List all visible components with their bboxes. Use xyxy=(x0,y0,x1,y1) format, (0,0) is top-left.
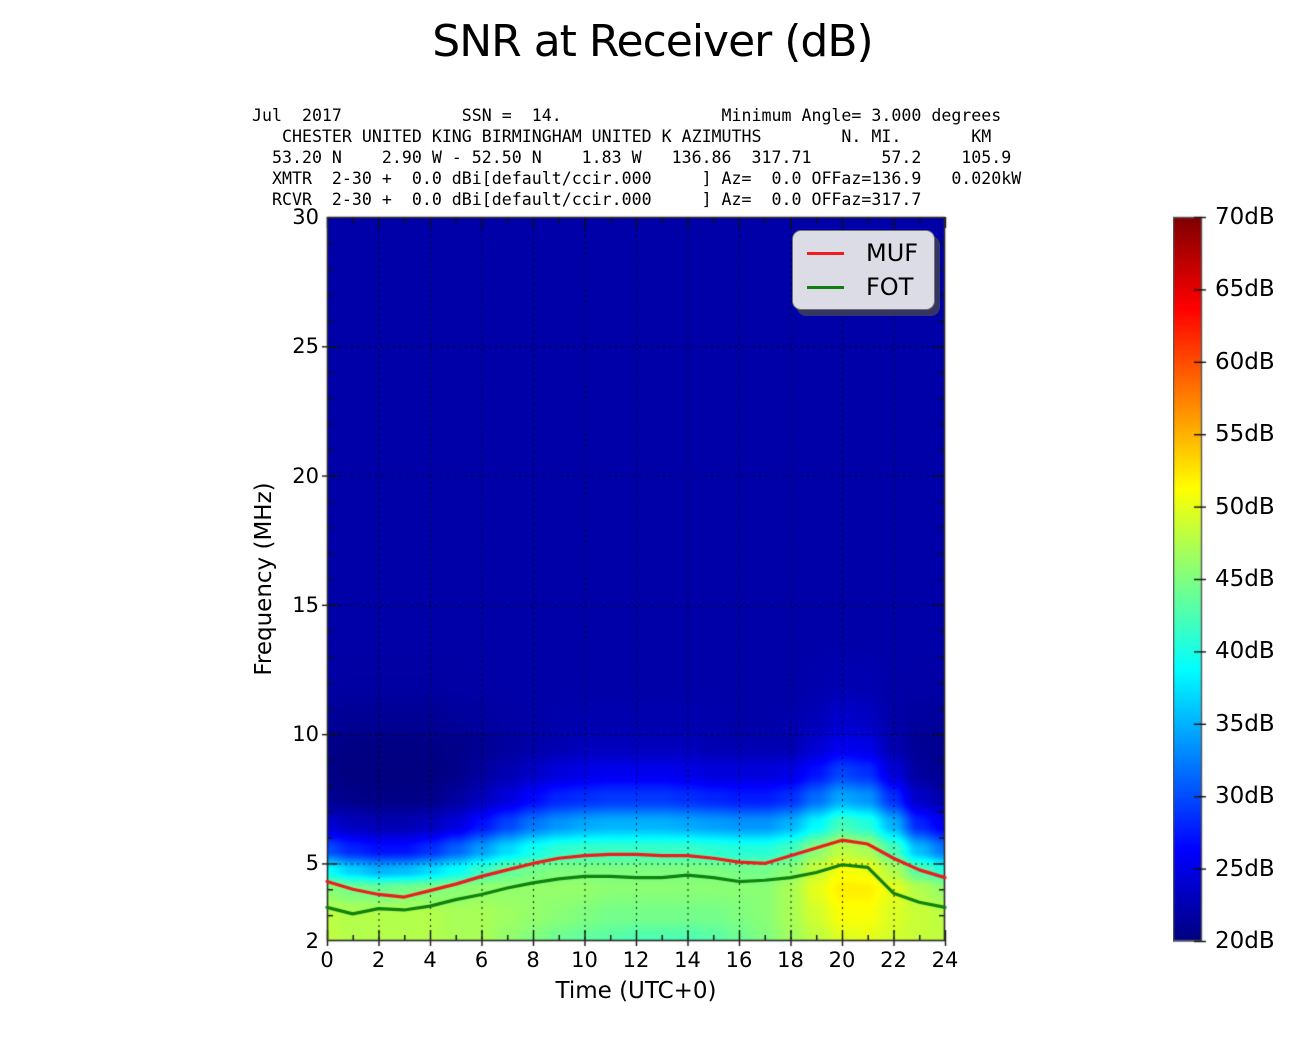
muf-line-sample xyxy=(807,251,844,255)
y-axis-label: Frequency (MHz) xyxy=(251,482,277,676)
x-tick-label: 10 xyxy=(571,948,598,972)
y-tick-label: 20 xyxy=(292,463,319,488)
legend-item-fot: FOT xyxy=(793,273,934,301)
colorbar-tick-label: 50dB xyxy=(1215,493,1275,520)
x-tick-label: 24 xyxy=(931,948,959,972)
snr-heatmap-plot xyxy=(317,207,955,951)
x-tick-label: 0 xyxy=(320,948,334,972)
colorbar-tick-label: 45dB xyxy=(1215,566,1275,592)
colorbar-tick-label: 20dB xyxy=(1215,928,1275,954)
x-tick-label: 20 xyxy=(828,948,856,972)
colorbar xyxy=(1173,207,1219,951)
x-tick-label: 2 xyxy=(371,948,386,972)
colorbar-tick-label: 70dB xyxy=(1215,204,1275,230)
y-tick-label: 10 xyxy=(292,722,319,747)
colorbar-tick-label: 25dB xyxy=(1215,855,1275,882)
fot-line-sample xyxy=(807,285,844,289)
colorbar-tick-label: 30dB xyxy=(1215,783,1275,810)
colorbar-tick-label: 65dB xyxy=(1215,276,1275,303)
colorbar-tick-label: 55dB xyxy=(1215,421,1275,448)
chart-title: SNR at Receiver (dB) xyxy=(432,16,873,67)
legend-item-muf: MUF xyxy=(793,239,934,267)
voacap-run-header: Jul 2017 SSN = 14. Minimum Angle= 3.000 … xyxy=(252,106,1022,209)
y-tick-label: 15 xyxy=(292,592,319,617)
y-tick-label: 5 xyxy=(305,851,319,876)
x-tick-label: 16 xyxy=(725,948,753,972)
fot-label: FOT xyxy=(866,273,914,301)
colorbar-tick-label: 40dB xyxy=(1215,638,1275,665)
x-tick-label: 6 xyxy=(474,948,489,972)
colorbar-tick-label: 60dB xyxy=(1215,348,1275,375)
y-tick-label: 30 xyxy=(292,205,319,229)
x-tick-label: 8 xyxy=(526,948,540,972)
x-tick-label: 22 xyxy=(880,948,907,972)
y-tick-label: 2 xyxy=(305,929,319,953)
x-tick-label: 14 xyxy=(674,948,701,972)
x-tick-label: 18 xyxy=(777,948,804,972)
legend: MUF FOT xyxy=(792,230,935,310)
colorbar-tick-label: 35dB xyxy=(1215,710,1275,737)
muf-label: MUF xyxy=(866,239,919,267)
y-tick-label: 25 xyxy=(292,334,319,359)
x-axis-label: Time (UTC+0) xyxy=(555,978,717,1004)
x-tick-label: 4 xyxy=(423,948,437,972)
x-tick-label: 12 xyxy=(622,948,650,972)
